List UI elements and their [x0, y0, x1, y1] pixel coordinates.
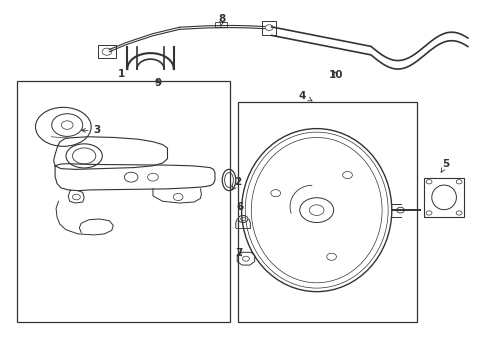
- Text: 5: 5: [441, 159, 450, 172]
- Text: 2: 2: [232, 177, 242, 190]
- Text: 7: 7: [235, 248, 243, 258]
- Bar: [238, 102, 417, 322]
- Text: 4: 4: [298, 91, 312, 101]
- Text: 10: 10: [329, 70, 343, 80]
- Bar: [262, 21, 276, 35]
- Bar: [17, 81, 230, 322]
- Bar: [215, 22, 226, 27]
- Text: 3: 3: [81, 125, 101, 135]
- Bar: [98, 45, 116, 58]
- Bar: [424, 177, 464, 217]
- Text: 8: 8: [219, 14, 226, 27]
- Text: 6: 6: [237, 202, 244, 212]
- Text: 9: 9: [154, 77, 161, 87]
- Text: 1: 1: [118, 69, 125, 79]
